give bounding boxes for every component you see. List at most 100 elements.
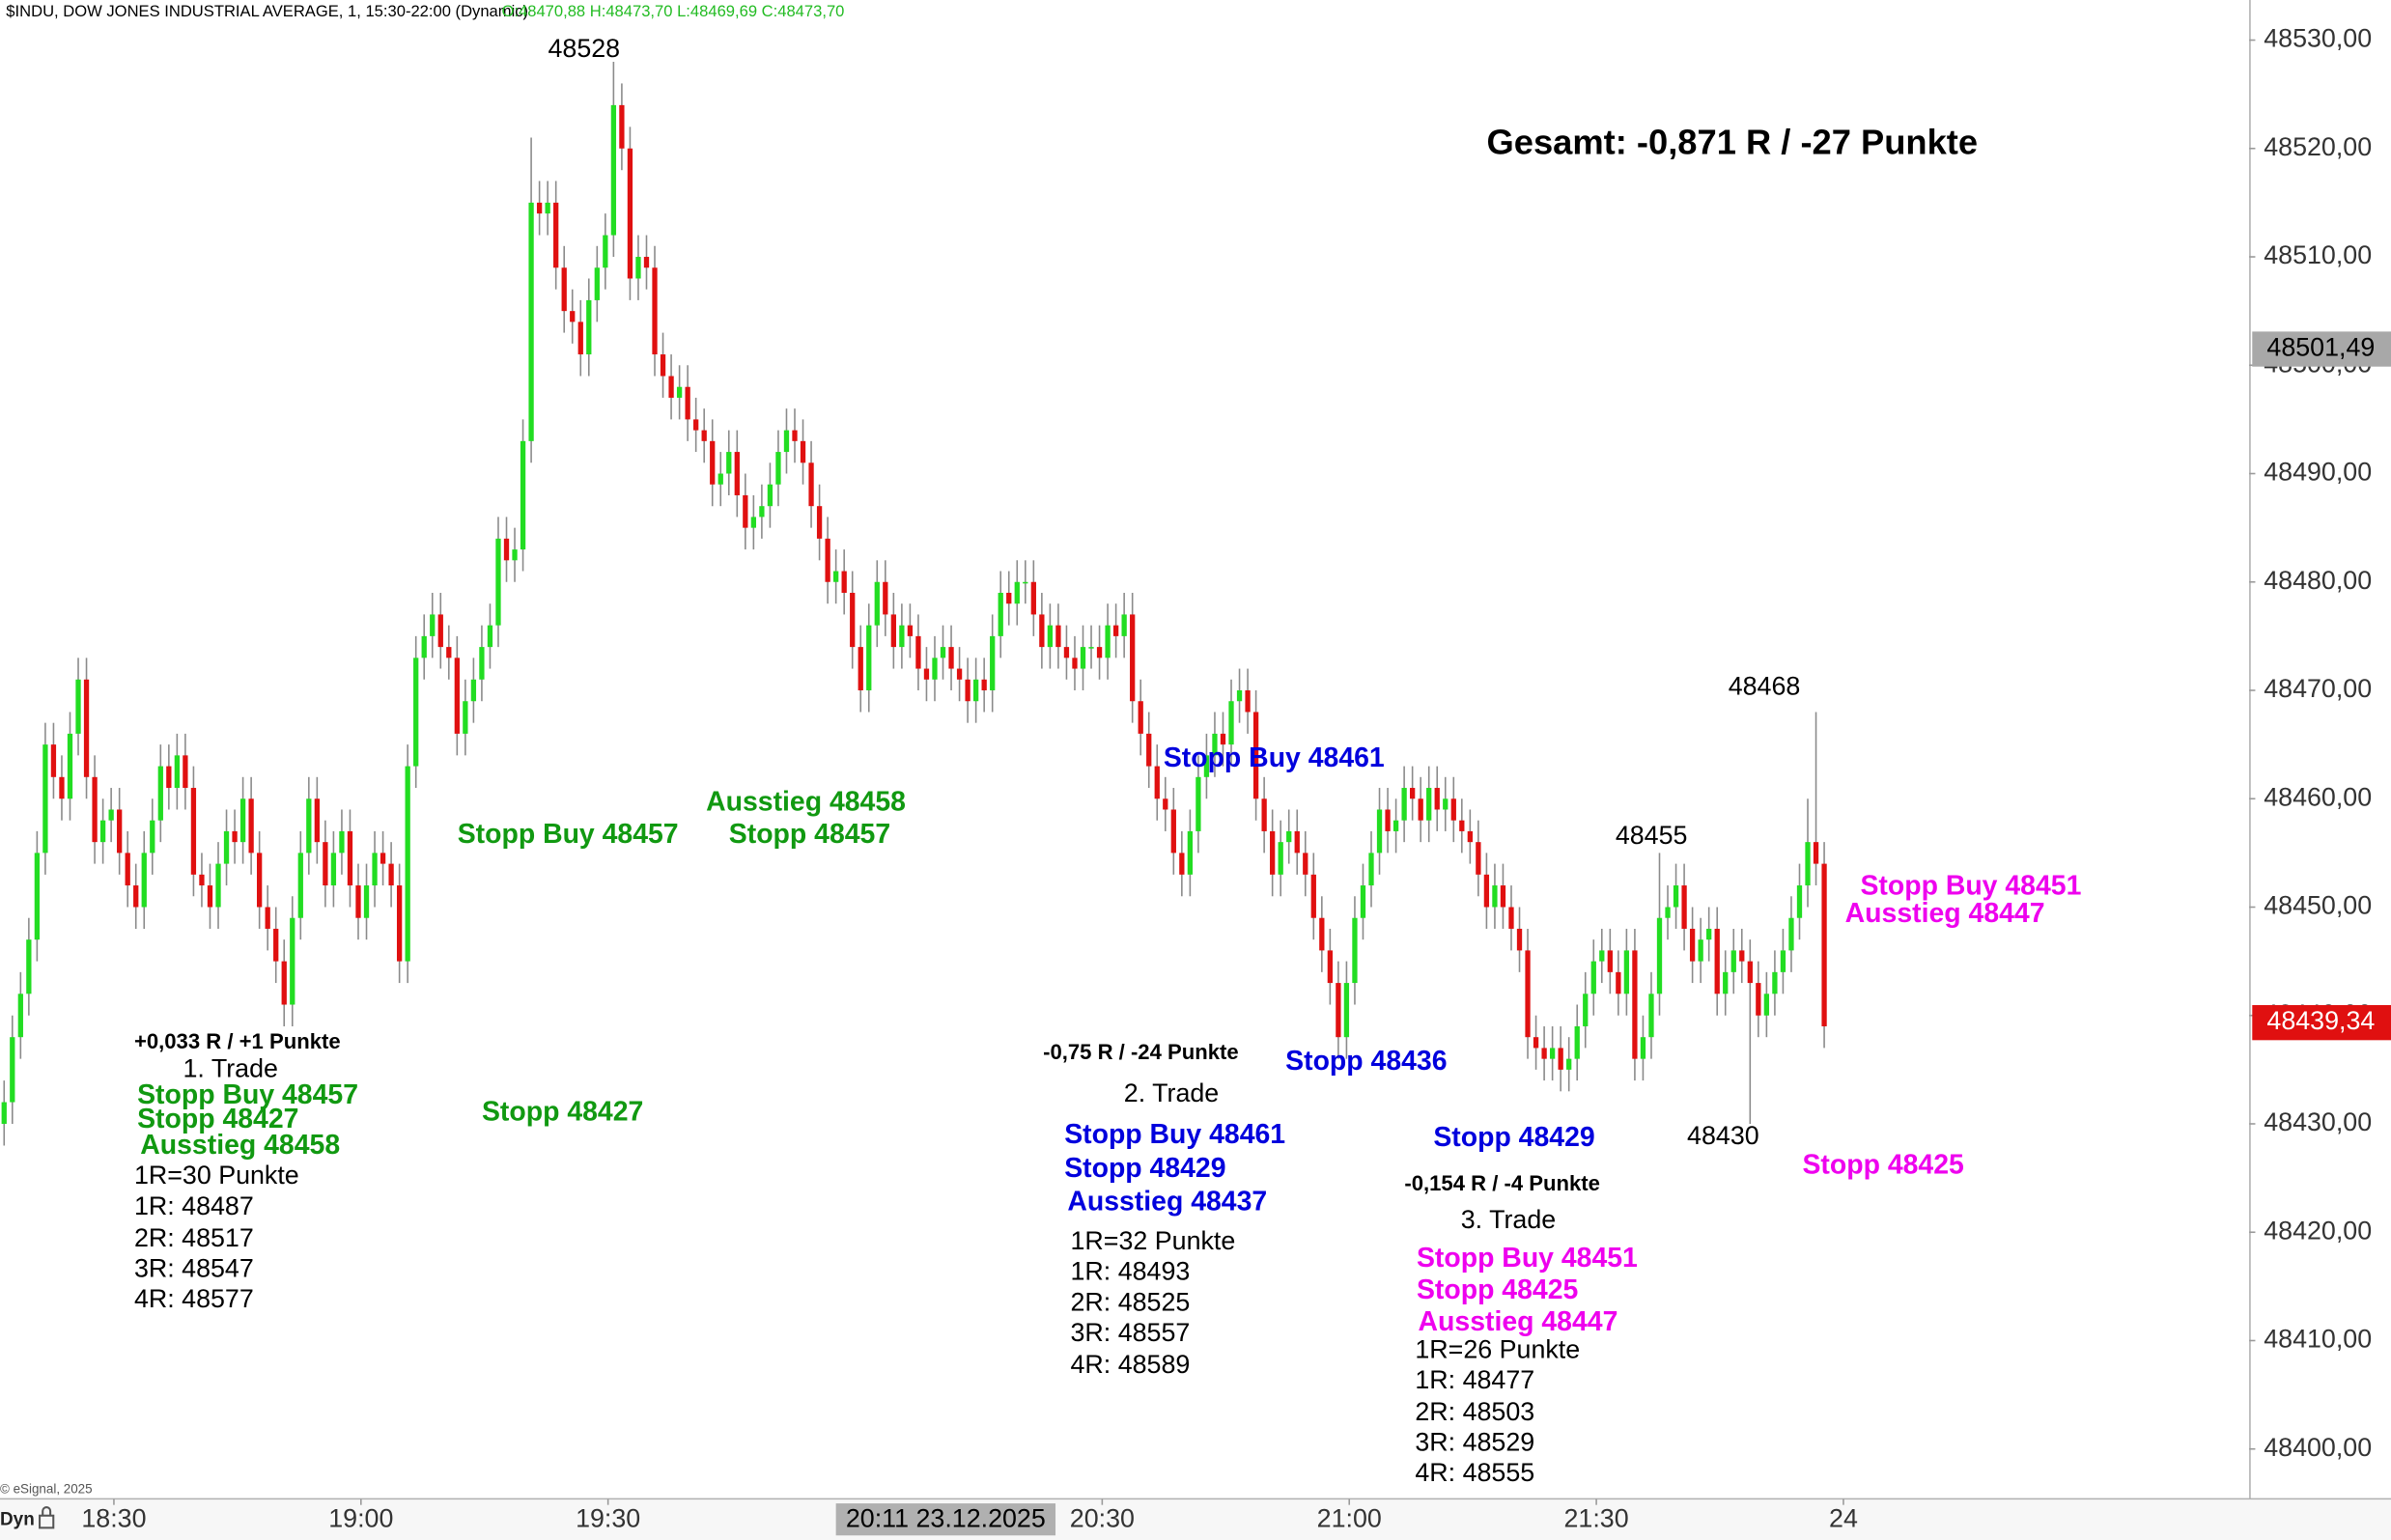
y-tick-label: 48470,00: [2264, 674, 2372, 703]
candle-body: [1088, 647, 1094, 649]
price-label: 48501,49: [2266, 333, 2375, 362]
candle-body: [1492, 885, 1498, 908]
candle-body: [553, 202, 559, 268]
candle-body: [1747, 961, 1753, 984]
candle-body: [1072, 658, 1078, 669]
candle-body: [940, 647, 946, 658]
annotation: -0,75 R / -24 Punkte: [1043, 1040, 1239, 1064]
lock-body: [39, 1514, 55, 1529]
candle-body: [890, 614, 896, 648]
y-tick-label: 48400,00: [2264, 1433, 2372, 1462]
candle-body: [1245, 690, 1251, 713]
candle-body: [1689, 928, 1696, 962]
candle-body: [1640, 1037, 1646, 1059]
candle-body: [1723, 971, 1729, 994]
candle-body: [1286, 830, 1292, 843]
y-tick-label: 48420,00: [2264, 1216, 2372, 1245]
annotation: 2R: 48503: [1415, 1397, 1534, 1426]
candle-body: [528, 202, 534, 441]
annotation: -0,154 R / -4 Punkte: [1404, 1171, 1600, 1195]
candle-body: [1739, 950, 1745, 962]
candle-body: [1179, 853, 1185, 875]
candle-body: [1030, 581, 1036, 615]
candle-body: [1055, 625, 1061, 648]
annotation: Ausstieg 48447: [1845, 898, 2045, 929]
candle-body: [1574, 1025, 1580, 1059]
candle-body: [1228, 701, 1234, 745]
ohlc-label: O:48470,88 H:48473,70 L:48469,69 C:48473…: [502, 2, 845, 20]
candle-body: [83, 679, 90, 777]
candle-body: [1706, 928, 1712, 940]
header: $INDU, DOW JONES INDUSTRIAL AVERAGE, 1, …: [6, 2, 528, 20]
annotation: 3R: 48557: [1071, 1318, 1191, 1347]
candle-body: [652, 267, 658, 355]
candle-body: [421, 635, 427, 658]
candle-body: [808, 462, 814, 507]
candle-body: [1714, 928, 1720, 994]
annotation: 48528: [548, 34, 620, 63]
candle-body: [1410, 788, 1416, 799]
annotation: Stopp 48436: [1285, 1046, 1447, 1077]
candle-body: [470, 679, 477, 702]
candle-body: [1146, 733, 1152, 767]
candle-body: [800, 440, 806, 463]
candle-body: [981, 679, 987, 691]
candle-body: [775, 452, 781, 485]
candle-body: [577, 322, 583, 355]
candle-body: [1121, 614, 1127, 636]
candle-body: [701, 430, 707, 441]
candle-body: [487, 625, 493, 648]
candle-body: [1698, 939, 1703, 962]
candle-body: [1187, 830, 1194, 875]
candle-body: [1796, 885, 1803, 918]
candle-body: [1310, 874, 1316, 918]
candle-body: [1154, 766, 1160, 799]
candle-body: [67, 733, 73, 799]
annotation: Stopp Buy 48457: [458, 819, 679, 850]
annotation: 48430: [1687, 1121, 1759, 1150]
annotation: Stopp 48457: [729, 819, 890, 850]
candle-body: [1203, 755, 1210, 777]
candle-body: [1525, 950, 1531, 1038]
candle-body: [273, 928, 279, 962]
candle-body: [1138, 701, 1143, 734]
annotation: Ausstieg 48458: [140, 1130, 340, 1161]
candle-body: [388, 863, 394, 886]
candle-body: [1681, 885, 1687, 929]
candle-body: [1080, 647, 1086, 669]
candle-body: [1368, 853, 1374, 886]
candle-body: [1730, 950, 1736, 972]
candle-body: [454, 658, 460, 734]
candle-body: [1096, 647, 1103, 658]
candle-body: [1352, 917, 1358, 984]
candle-body: [767, 484, 774, 507]
candle-body: [710, 440, 716, 485]
crosshair-label: 20:11 23.12.2025: [846, 1504, 1046, 1533]
candle-body: [1220, 733, 1226, 745]
candle-body: [215, 863, 221, 908]
candle-body: [1278, 842, 1283, 875]
candle-body: [330, 853, 337, 886]
candle-body: [750, 517, 757, 528]
annotation: Ausstieg 48437: [1067, 1186, 1267, 1217]
x-tick-label: 19:00: [328, 1504, 393, 1533]
candle-body: [430, 614, 436, 636]
candle-body: [1549, 1048, 1556, 1059]
candle-body: [1376, 809, 1383, 854]
candle-body: [503, 538, 510, 561]
annotation: Stopp Buy 48457: [137, 1079, 358, 1110]
candle-body: [594, 267, 600, 300]
candle-body: [413, 658, 419, 767]
candle-body: [232, 830, 238, 843]
candle-body: [932, 658, 938, 680]
candle-body: [1047, 625, 1054, 648]
candle-body: [545, 202, 550, 214]
candle-body: [372, 853, 378, 886]
x-axis-bar: [0, 1498, 2391, 1540]
candle-body: [1772, 971, 1778, 994]
candle-body: [1788, 917, 1794, 951]
candle-body: [825, 538, 830, 582]
candle-body: [1665, 907, 1671, 918]
candle-body: [1756, 983, 1761, 1016]
